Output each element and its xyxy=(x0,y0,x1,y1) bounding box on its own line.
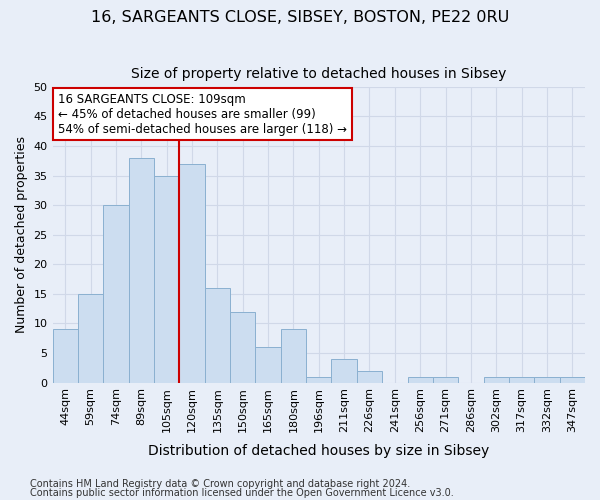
Bar xyxy=(433,376,458,382)
Text: 16 SARGEANTS CLOSE: 109sqm
← 45% of detached houses are smaller (99)
54% of semi: 16 SARGEANTS CLOSE: 109sqm ← 45% of deta… xyxy=(58,92,347,136)
Bar xyxy=(154,176,179,382)
Bar xyxy=(256,347,281,382)
Bar xyxy=(509,376,534,382)
Bar xyxy=(103,205,128,382)
X-axis label: Distribution of detached houses by size in Sibsey: Distribution of detached houses by size … xyxy=(148,444,490,458)
Bar xyxy=(357,370,382,382)
Text: 16, SARGEANTS CLOSE, SIBSEY, BOSTON, PE22 0RU: 16, SARGEANTS CLOSE, SIBSEY, BOSTON, PE2… xyxy=(91,10,509,25)
Bar xyxy=(230,312,256,382)
Text: Contains HM Land Registry data © Crown copyright and database right 2024.: Contains HM Land Registry data © Crown c… xyxy=(30,479,410,489)
Bar xyxy=(306,376,331,382)
Title: Size of property relative to detached houses in Sibsey: Size of property relative to detached ho… xyxy=(131,68,506,82)
Bar xyxy=(534,376,560,382)
Bar xyxy=(53,330,78,382)
Bar xyxy=(179,164,205,382)
Bar xyxy=(205,288,230,382)
Text: Contains public sector information licensed under the Open Government Licence v3: Contains public sector information licen… xyxy=(30,488,454,498)
Y-axis label: Number of detached properties: Number of detached properties xyxy=(15,136,28,333)
Bar xyxy=(484,376,509,382)
Bar xyxy=(331,359,357,382)
Bar xyxy=(407,376,433,382)
Bar xyxy=(78,294,103,382)
Bar xyxy=(128,158,154,382)
Bar xyxy=(560,376,585,382)
Bar xyxy=(281,330,306,382)
